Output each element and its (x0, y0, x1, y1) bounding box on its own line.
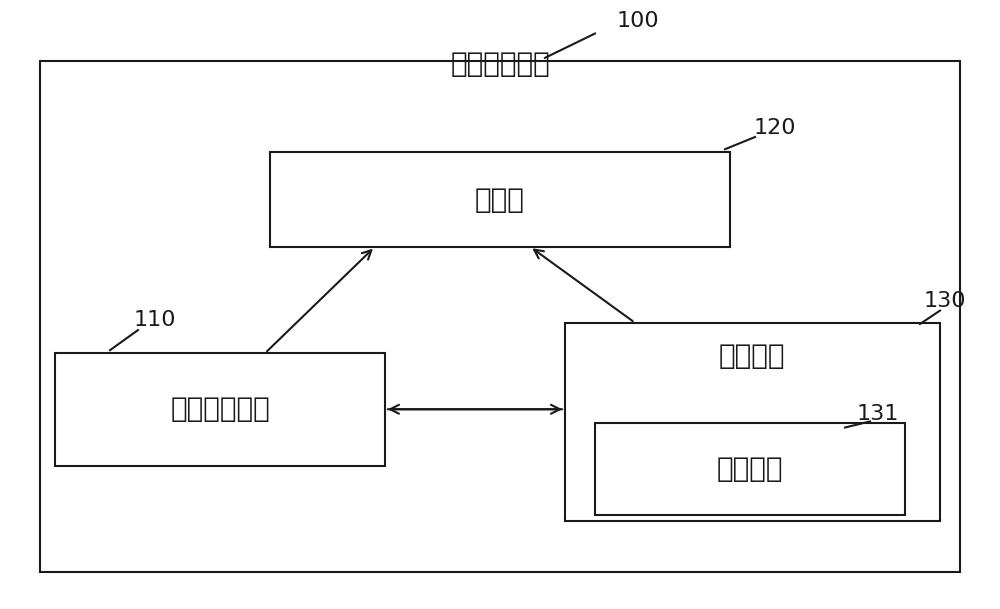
Bar (270, 152, 730, 247)
Text: 100: 100 (617, 12, 659, 31)
Bar (55, 353, 385, 466)
Bar (565, 323, 940, 521)
Text: 110: 110 (134, 310, 176, 329)
Text: 无线通信模块: 无线通信模块 (170, 395, 270, 423)
Text: 映射分区: 映射分区 (717, 455, 783, 483)
Text: 120: 120 (754, 118, 796, 138)
Bar (595, 423, 905, 515)
Text: 130: 130 (924, 292, 966, 311)
Text: 处理器: 处理器 (475, 186, 525, 214)
Text: 存储硬盘: 存储硬盘 (719, 342, 785, 370)
Text: 无线移动硬盘: 无线移动硬盘 (450, 50, 550, 78)
Text: 131: 131 (857, 404, 899, 424)
Bar (40, 61, 960, 572)
